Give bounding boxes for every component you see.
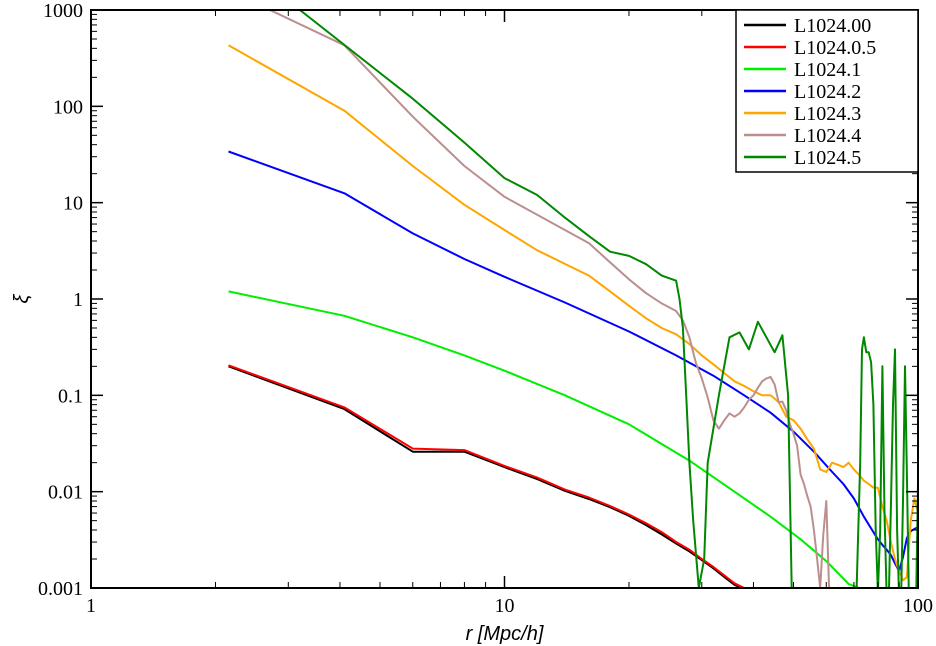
legend-label: L1024.4 bbox=[794, 125, 861, 147]
y-tick-label: 1000 bbox=[43, 0, 83, 22]
legend-label: L1024.2 bbox=[794, 81, 861, 103]
legend: L1024.00L1024.0.5L1024.1L1024.2L1024.3L1… bbox=[735, 9, 919, 173]
y-tick-label: 100 bbox=[53, 96, 83, 118]
legend-label: L1024.00 bbox=[794, 15, 871, 37]
legend-label: L1024.3 bbox=[794, 103, 861, 125]
y-tick-label: 0.01 bbox=[48, 482, 83, 504]
series-line-l1024-5 bbox=[299, 10, 918, 588]
legend-label: L1024.0.5 bbox=[794, 37, 876, 59]
series-line-l1024-00 bbox=[228, 365, 743, 588]
x-axis-title: r [Mpc/h] bbox=[466, 623, 544, 645]
y-tick-label: 0.1 bbox=[58, 385, 83, 407]
series-line-l1024-0-5 bbox=[228, 364, 745, 588]
x-tick-label: 1 bbox=[86, 595, 96, 617]
y-tick-label: 10 bbox=[63, 193, 83, 215]
y-axis-title: ξ bbox=[11, 293, 33, 303]
series-layer bbox=[228, 10, 918, 588]
series-line-l1024-4 bbox=[267, 10, 831, 588]
y-tick-label: 1 bbox=[73, 289, 83, 311]
x-tick-label: 10 bbox=[495, 595, 515, 617]
x-tick-label: 100 bbox=[903, 595, 933, 617]
legend-label: L1024.1 bbox=[794, 59, 861, 81]
y-tick-label: 0.001 bbox=[38, 578, 83, 600]
series-line-l1024-1 bbox=[228, 290, 860, 588]
plot-frame bbox=[90, 9, 919, 589]
series-line-l1024-3 bbox=[228, 44, 918, 582]
legend-label: L1024.5 bbox=[794, 147, 861, 169]
series-line-l1024-2 bbox=[228, 150, 918, 572]
